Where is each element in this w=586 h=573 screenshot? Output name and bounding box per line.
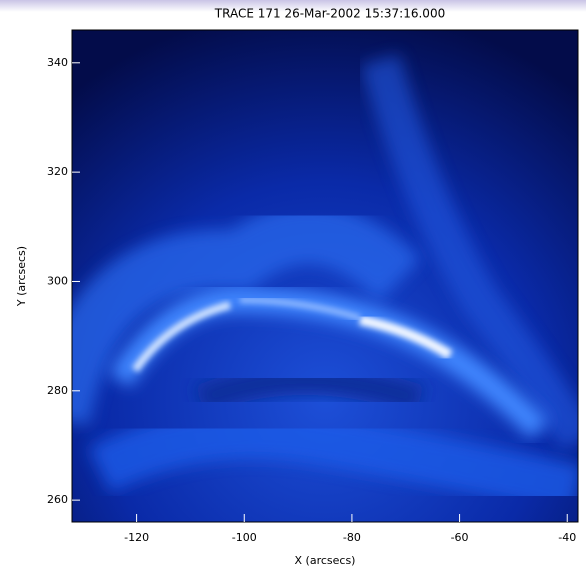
plot-frame	[71, 29, 579, 523]
top-band	[0, 0, 586, 12]
x-tick-label: -60	[451, 531, 469, 544]
y-tick-label: 280	[47, 384, 68, 397]
y-axis-label: Y (arcsecs)	[15, 246, 28, 307]
y-tick-label: 340	[47, 56, 68, 69]
x-tick-label: -100	[232, 531, 257, 544]
chart-title: TRACE 171 26-Mar-2002 15:37:16.000	[214, 7, 445, 21]
x-axis-label: X (arcsecs)	[295, 554, 356, 567]
solar-image	[72, 30, 578, 522]
x-tick-label: -80	[343, 531, 361, 544]
x-tick-label: -40	[558, 531, 576, 544]
y-tick-label: 260	[47, 493, 68, 506]
x-tick-label: -120	[124, 531, 149, 544]
y-tick-label: 300	[47, 274, 68, 287]
y-tick-label: 320	[47, 165, 68, 178]
